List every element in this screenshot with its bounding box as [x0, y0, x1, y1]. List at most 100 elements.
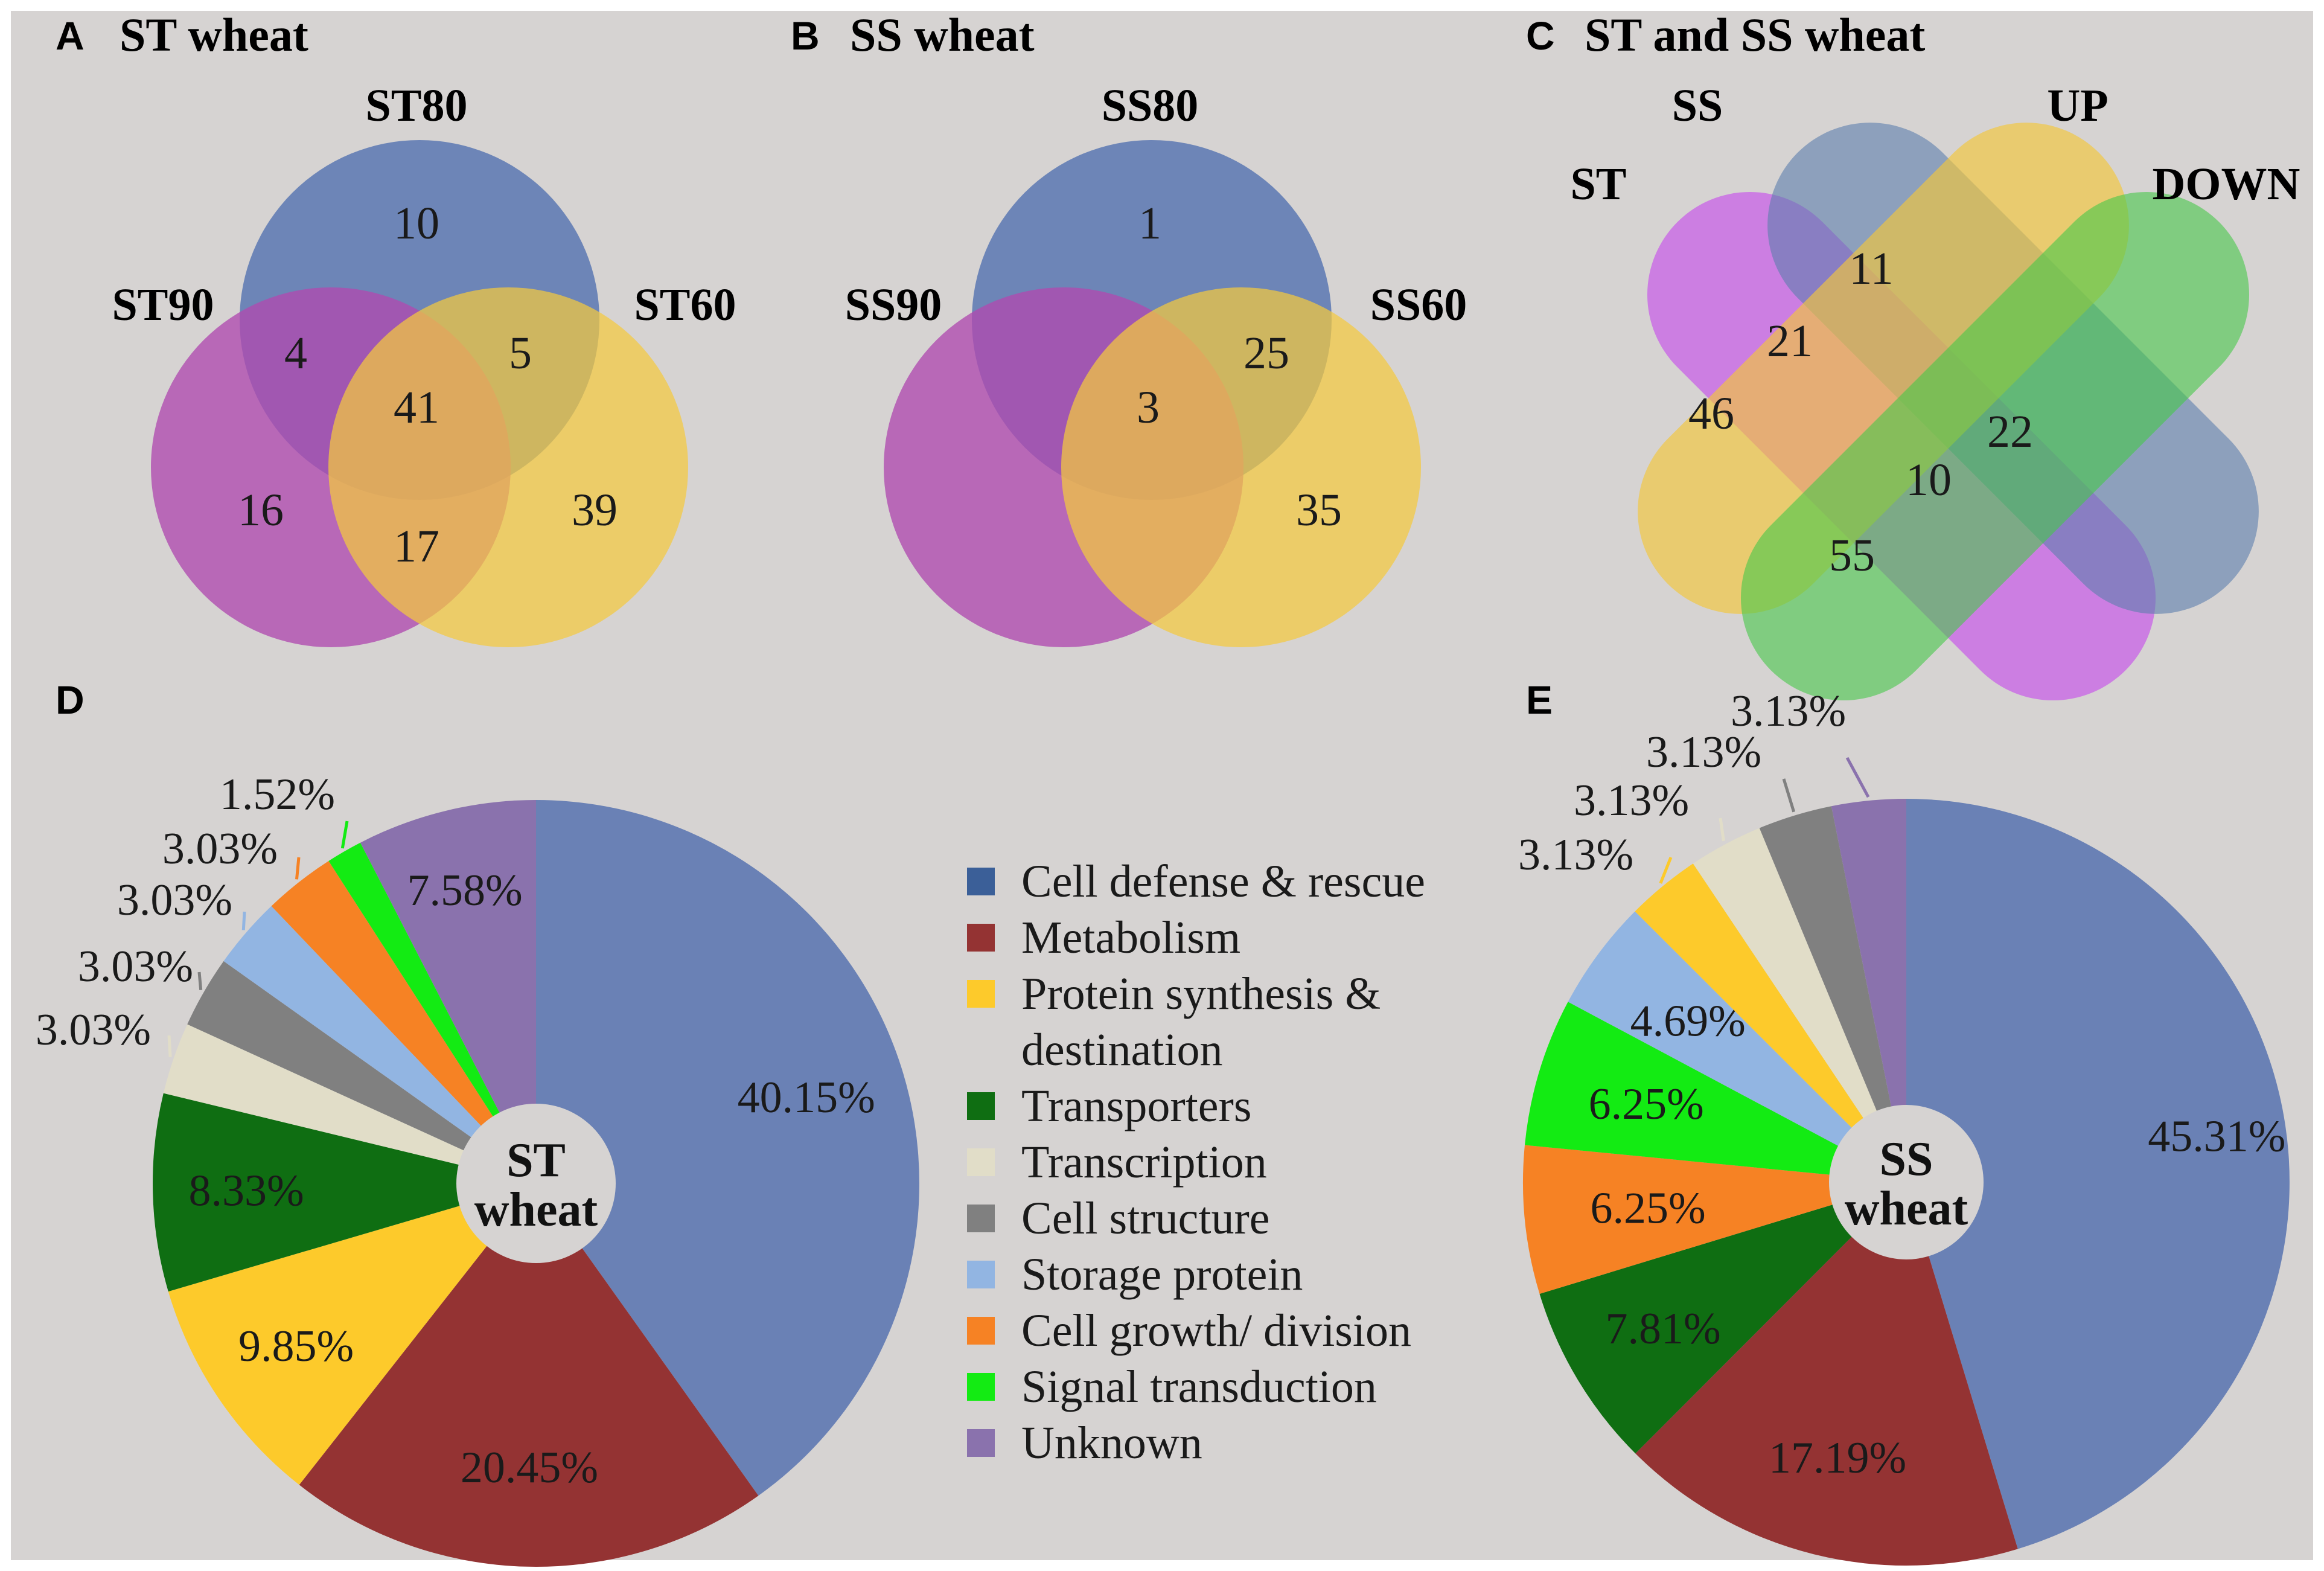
pie-slice-unknown	[1831, 799, 1906, 1182]
pie-center-label-line2: wheat	[1845, 1182, 1968, 1235]
panel-b: B SS wheat SS80 SS90 SS60 1 25 3 35	[791, 8, 1467, 647]
pie-data-label: 20.45%	[461, 1443, 598, 1493]
pie-data-label: 4.69%	[1630, 996, 1746, 1046]
venn-c-region-6: 55	[1829, 530, 1875, 581]
pie-center-label-line2: wheat	[474, 1183, 598, 1237]
pie-slice-cell-structure	[187, 961, 536, 1183]
legend-label: Unknown	[1021, 1418, 1202, 1468]
pie-data-label: 3.03%	[36, 1005, 151, 1055]
pie-slice-cell-structure	[1759, 806, 1906, 1182]
pie-data-label: 3.13%	[1731, 686, 1846, 736]
pie-leader-line	[197, 971, 203, 991]
pie-data-label: 1.52%	[220, 770, 335, 819]
venn-b-label-ss80: SS80	[1102, 80, 1199, 131]
pie-center-label-line1: SS	[1880, 1133, 1933, 1186]
pie-data-label: 3.13%	[1518, 830, 1633, 880]
legend-swatch	[967, 980, 995, 1008]
venn-a-region-st80-st60: 5	[509, 328, 532, 379]
pie-data-label: 3.03%	[117, 875, 232, 925]
panel-d: D 40.15%20.45%9.85%8.33%3.03%3.03%3.03%3…	[36, 677, 919, 1567]
legend-swatch	[967, 1092, 995, 1120]
pie-st-wheat: 40.15%20.45%9.85%8.33%3.03%3.03%3.03%3.0…	[36, 770, 919, 1567]
pie-leader-line	[241, 911, 246, 930]
venn-c-region-5: 10	[1906, 455, 1952, 505]
pie-data-label: 3.13%	[1646, 728, 1761, 777]
panel-c-title: ST and SS wheat	[1585, 8, 1925, 61]
pie-data-label: 7.81%	[1606, 1304, 1721, 1354]
pie-center-hole	[1829, 1105, 1984, 1259]
pie-slice-cell-growth-division	[271, 861, 536, 1183]
pie-slice-protein-synthesis-destination	[168, 1183, 536, 1485]
panel-a: A ST wheat ST80 ST90 ST60 10 4 5 41 16 1…	[56, 8, 736, 647]
venn-a-region-only-st80: 10	[394, 198, 439, 249]
pie-data-label: 8.33%	[189, 1166, 304, 1216]
panel-c: C ST and SS wheat ST SS UP DOWN 11 21 46…	[1526, 8, 2300, 701]
panel-a-letter: A	[56, 13, 85, 58]
pie-data-label: 40.15%	[738, 1073, 875, 1122]
pie-leader-line	[340, 821, 349, 849]
pie-leader-line	[295, 857, 301, 880]
venn-a-region-only-st60: 39	[572, 485, 618, 536]
pie-slice-protein-synthesis-destination	[1635, 863, 1906, 1182]
legend-label: Metabolism	[1021, 912, 1240, 963]
pie-slice-transcription	[1693, 828, 1906, 1182]
venn-a-region-st90-st60: 17	[394, 521, 439, 572]
pie-slice-unknown	[360, 800, 536, 1183]
pie-center-hole	[456, 1104, 616, 1263]
pie-data-label: 3.03%	[162, 824, 278, 874]
pie-leader-line	[1845, 757, 1870, 798]
pie-slice-signal-transduction	[1525, 1002, 1906, 1182]
pie-data-label: 7.58%	[407, 866, 523, 915]
venn-a-label-st90: ST90	[112, 280, 214, 330]
legend-swatch	[967, 1317, 995, 1345]
pie-data-label: 6.25%	[1591, 1184, 1706, 1233]
legend-swatch	[967, 1148, 995, 1176]
venn-c-region-1: 11	[1849, 243, 1893, 294]
pie-data-label: 3.13%	[1574, 776, 1689, 825]
pie-slice-storage-protein	[1568, 911, 1906, 1182]
pie-slice-transporters	[1539, 1182, 1906, 1454]
legend-swatch	[967, 1261, 995, 1288]
venn-b-region-only-ss80: 1	[1138, 198, 1161, 249]
venn-c-label-ss: SS	[1672, 80, 1723, 131]
pie-data-label: 45.31%	[2148, 1112, 2285, 1162]
panel-b-title: SS wheat	[850, 8, 1035, 61]
pie-data-label: 6.25%	[1589, 1080, 1704, 1129]
venn-c-label-up: UP	[2047, 80, 2108, 131]
pie-center-label-line1: ST	[506, 1134, 566, 1187]
legend-label: Cell defense & rescue	[1021, 856, 1425, 907]
pie-ss-wheat: 45.31%17.19%7.81%6.25%6.25%4.69%3.13%3.1…	[1518, 686, 2290, 1566]
legend-label: Cell structure	[1021, 1193, 1270, 1244]
pie-slice-signal-transduction	[328, 842, 536, 1183]
pie-slice-storage-protein	[223, 906, 536, 1183]
pie-slice-transporters	[152, 1093, 536, 1292]
panel-e: E 45.31%17.19%7.81%6.25%6.25%4.69%3.13%3…	[1518, 677, 2290, 1566]
pie-slice-cell-growth-division	[1523, 1145, 1906, 1294]
venn-a-region-only-st90: 16	[238, 485, 284, 536]
pie-data-label: 9.85%	[238, 1322, 354, 1371]
venn-a-label-st80: ST80	[366, 80, 468, 131]
panel-a-title: ST wheat	[120, 8, 308, 61]
pie-leader-line	[1659, 857, 1673, 884]
legend-swatch	[967, 868, 995, 895]
venn-b-label-ss90: SS90	[845, 280, 942, 330]
legend-label: Signal transduction	[1021, 1361, 1377, 1412]
panel-b-letter: B	[791, 13, 820, 58]
pie-slice-cell-defense-rescue	[1906, 799, 2290, 1549]
venn-c-region-3: 46	[1688, 388, 1734, 439]
pie-slice-cell-defense-rescue	[536, 800, 919, 1496]
legend-label: Protein synthesis &	[1021, 968, 1381, 1019]
venn-c-region-4: 22	[1987, 406, 2033, 457]
venn-a-label-st60: ST60	[634, 280, 736, 330]
legend-label: Transcription	[1021, 1137, 1267, 1188]
pie-data-label: 17.19%	[1769, 1433, 1906, 1483]
legend-swatch	[967, 1429, 995, 1457]
pie-slice-metabolism	[1635, 1182, 2018, 1566]
panel-c-letter: C	[1526, 13, 1555, 58]
pie-leader-line	[1782, 778, 1796, 813]
legend-label-continued: destination	[1021, 1025, 1223, 1075]
pie-leader-line	[1719, 817, 1725, 842]
venn-c-ellipse-down	[1740, 191, 2250, 701]
